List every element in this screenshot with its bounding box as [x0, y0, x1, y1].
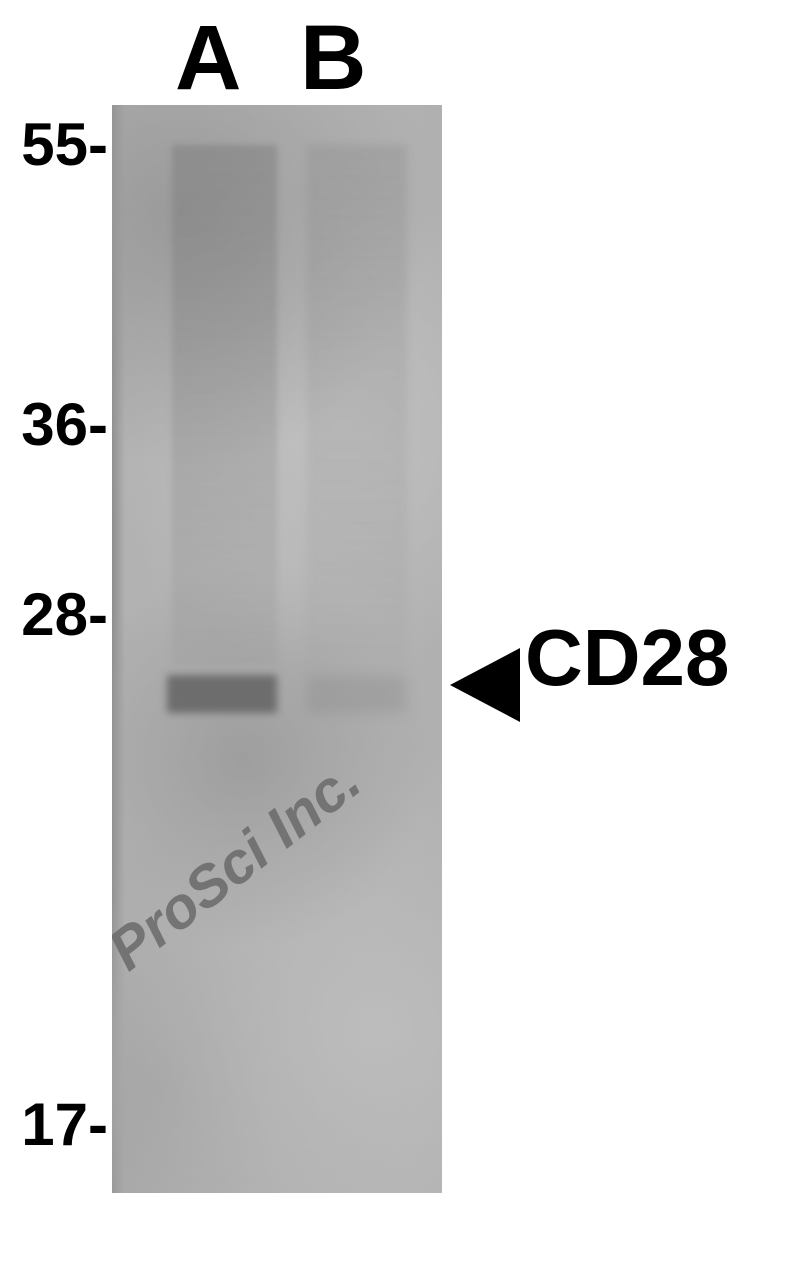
lane-label-a: A — [175, 6, 241, 111]
arrow-indicator — [450, 648, 520, 722]
lane-b-band — [307, 675, 407, 713]
figure-container: A B 55- 36- 28- 17- © ProSci Inc. CD28 — [0, 0, 808, 1280]
marker-36: 36- — [0, 390, 108, 459]
lane-b-smear — [307, 145, 407, 665]
marker-55: 55- — [0, 110, 108, 179]
marker-28: 28- — [0, 580, 108, 649]
western-blot: © ProSci Inc. — [112, 105, 442, 1193]
arrow-triangle-icon — [450, 648, 520, 722]
marker-17: 17- — [0, 1090, 108, 1159]
lane-label-b: B — [300, 6, 366, 111]
target-label: CD28 — [525, 612, 730, 704]
lane-a-band — [167, 675, 277, 713]
lane-a-smear — [172, 145, 277, 665]
